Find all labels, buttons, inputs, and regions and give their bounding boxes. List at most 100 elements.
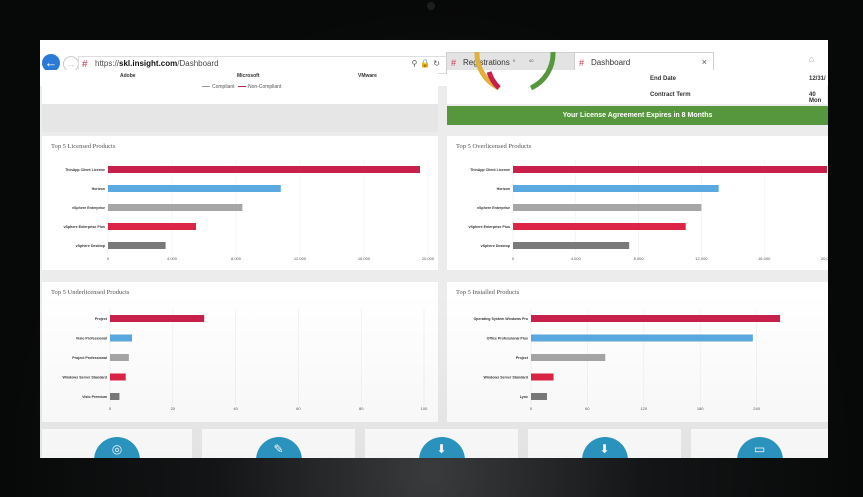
- bar: [531, 393, 547, 400]
- legend-compliant: Compliant: [202, 84, 235, 90]
- vendor-label: Adobe: [120, 73, 136, 79]
- gauge-chart: 0 40: [474, 51, 556, 90]
- card-title: Top 5 Licensed Products: [51, 143, 116, 150]
- action-tile[interactable]: ◎: [42, 429, 192, 458]
- address-bar-icons: ⚲🔒↻: [411, 59, 443, 68]
- tick-label: 0: [512, 256, 515, 261]
- category-label: Visio Premium: [82, 395, 107, 399]
- legend-label: Compliant: [212, 84, 235, 90]
- tick-label: 8,000: [634, 256, 645, 261]
- tab-favicon-icon: #: [579, 58, 585, 68]
- category-label: Operating System Windows Pro: [474, 317, 529, 321]
- license-expiry-banner: Your License Agreement Expires in 8 Mont…: [447, 106, 828, 125]
- compliance-card: Adobe Microsoft VMware Compliant Non-Com…: [42, 70, 438, 104]
- tick-label: 0: [109, 406, 112, 411]
- tick-label: 16,000: [358, 256, 371, 261]
- category-label: Lync: [520, 395, 528, 399]
- contract-term-label: Contract Term: [650, 92, 691, 98]
- legend-swatch: [202, 86, 210, 88]
- monitor-icon[interactable]: ▭: [736, 437, 783, 458]
- download-icon[interactable]: ⬇: [418, 437, 465, 458]
- category-label: vSphere Enterprise: [477, 206, 510, 210]
- legend-non-compliant: Non-Compliant: [238, 84, 281, 90]
- action-tile[interactable]: ⬇: [528, 429, 681, 458]
- category-label: Office Professional Plus: [487, 337, 528, 341]
- tab-favicon-icon: #: [451, 58, 457, 68]
- installed-products-card: Top 5 Installed Products 0 60 120 180 240 Ope…: [447, 282, 828, 422]
- bar: [531, 315, 781, 322]
- category-label: vSphere Enterprise Plus: [63, 225, 105, 229]
- category-label: Project: [95, 317, 108, 321]
- tick-label: 20: [171, 406, 176, 411]
- card-title: Top 5 Underlicensed Products: [51, 289, 130, 296]
- bar: [108, 185, 281, 192]
- installed-products-chart: 0 60 120 180 240 Operating System Windows Pro…: [474, 309, 781, 411]
- card-title: Top 5 Overlicensed Products: [456, 143, 532, 150]
- bar: [110, 393, 120, 400]
- action-tile[interactable]: ✎: [202, 429, 355, 458]
- refresh-icon[interactable]: ↻: [433, 59, 443, 68]
- tick-label: 12,000: [695, 256, 708, 261]
- action-tile[interactable]: ⬇: [365, 429, 518, 458]
- search-icon[interactable]: ⚲: [411, 59, 421, 68]
- category-label: vSphere Desktop: [481, 244, 511, 248]
- download-icon[interactable]: ⬇: [581, 437, 628, 458]
- tick-label: 180: [697, 406, 704, 411]
- screen: ← → # https://skl.insight.com/Dashboard …: [40, 40, 828, 458]
- contract-card: 0 40 End Date 12/31/ Contract Term 40 Mo…: [447, 51, 827, 104]
- category-label: Windows Server Standard: [62, 376, 107, 380]
- card-title: Top 5 Installed Products: [456, 289, 520, 296]
- bar: [513, 204, 702, 211]
- home-icon[interactable]: ⌂: [808, 54, 820, 64]
- tick-label: 100: [421, 406, 428, 411]
- bar: [531, 373, 554, 381]
- tick-label: 20,000: [821, 256, 828, 261]
- licensed-products-chart: 0 4,000 8,000 12,000 16,000 20,000 ThinApp Cli…: [63, 160, 435, 261]
- overlicensed-products-chart: 0 4,000 8,000 12,000 16,000 20,000 ThinApp Cli…: [468, 160, 828, 261]
- tick-label: 4,000: [571, 256, 582, 261]
- vendor-label: Microsoft: [237, 73, 260, 79]
- card-footer: [42, 104, 438, 132]
- bar: [531, 354, 606, 361]
- tab-dashboard[interactable]: # Dashboard ×: [574, 52, 714, 73]
- contract-term-value: 40 Mon: [809, 92, 822, 104]
- tick-label: 40: [233, 406, 238, 411]
- tick-label: 0: [530, 406, 533, 411]
- bar: [108, 223, 196, 230]
- gauge-tick: 40: [529, 58, 534, 63]
- gauge-tick: 0: [513, 58, 516, 63]
- bar: [110, 373, 126, 381]
- bar: [513, 166, 827, 173]
- tick-label: 0: [107, 256, 110, 261]
- action-tile[interactable]: ▭: [691, 429, 828, 458]
- category-label: Project Professional: [72, 356, 107, 360]
- tick-label: 120: [640, 406, 647, 411]
- gauge-arc-green: [529, 51, 556, 90]
- legend-label: Non-Compliant: [248, 84, 282, 90]
- bar: [513, 223, 686, 230]
- category-label: Windows Server Standard: [483, 376, 528, 380]
- close-tab-icon[interactable]: ×: [701, 57, 707, 67]
- tick-label: 80: [359, 406, 364, 411]
- lock-icon: 🔒: [420, 59, 434, 68]
- site-favicon-icon: #: [82, 59, 88, 70]
- category-label: ThinApp Client License: [65, 168, 105, 172]
- pencil-icon[interactable]: ✎: [255, 437, 302, 458]
- eye-icon[interactable]: ◎: [94, 437, 140, 458]
- category-label: vSphere Enterprise: [72, 206, 105, 210]
- bar: [110, 354, 129, 361]
- bar: [531, 334, 753, 342]
- tick-label: 8,000: [231, 256, 242, 261]
- bar: [110, 334, 132, 342]
- back-arrow-icon[interactable]: ←: [42, 54, 60, 72]
- bar: [108, 242, 166, 249]
- url-text: https://skl.insight.com/Dashboard: [95, 59, 219, 68]
- tick-label: 4,000: [167, 256, 178, 261]
- bar: [513, 185, 719, 192]
- bar: [110, 315, 205, 322]
- tick-label: 16,000: [758, 256, 771, 261]
- category-label: Project: [516, 356, 529, 360]
- tick-label: 240: [753, 406, 760, 411]
- toolbar-icons: ⌂: [809, 54, 820, 64]
- category-label: ThinApp Client License: [470, 168, 510, 172]
